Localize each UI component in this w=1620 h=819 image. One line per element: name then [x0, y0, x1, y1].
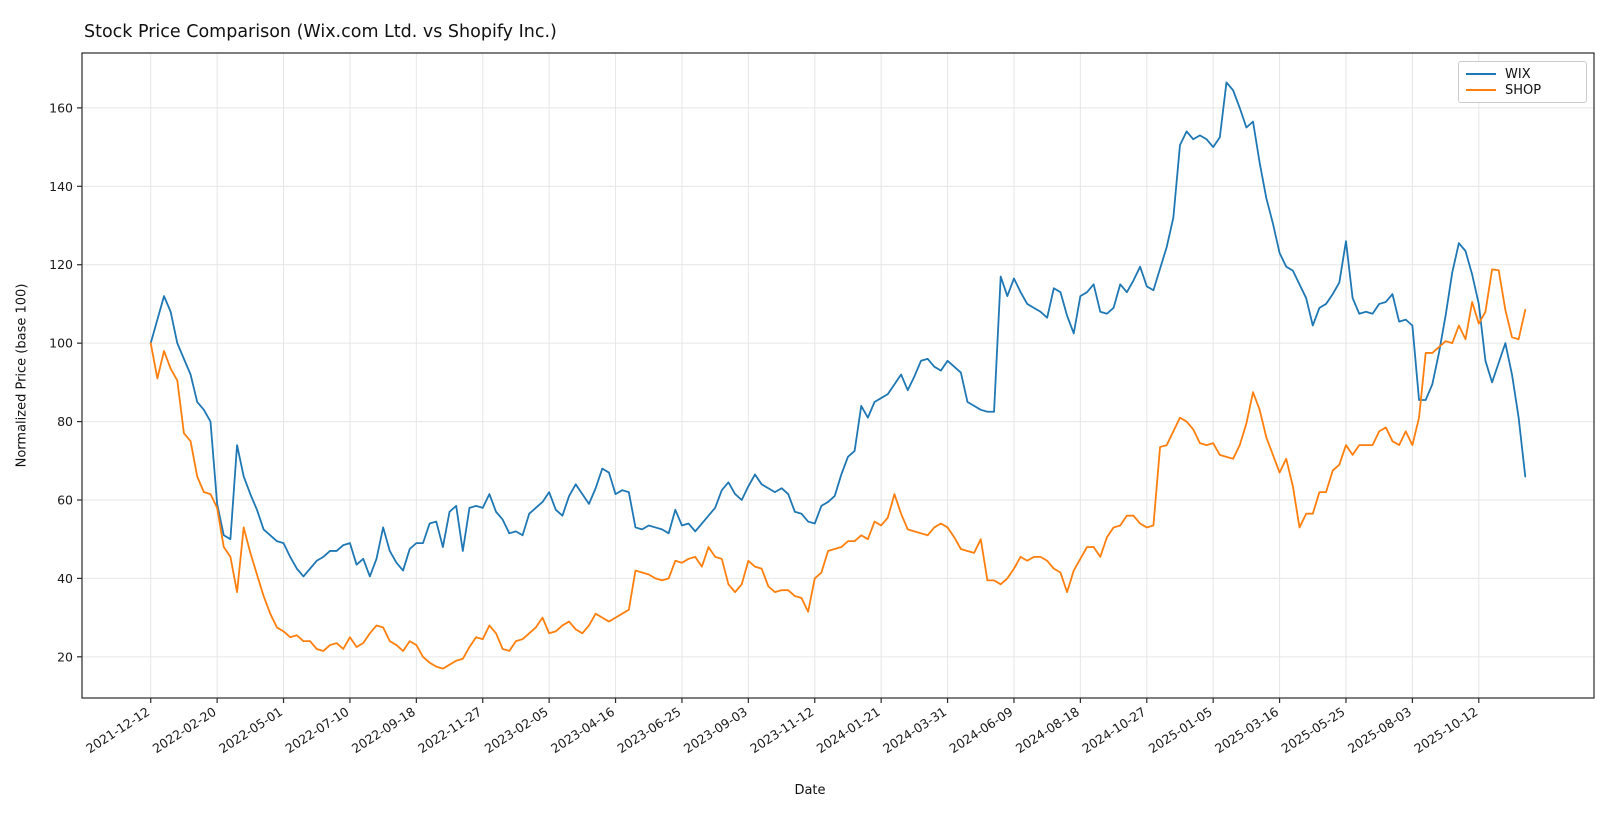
y-axis-label: Normalized Price (base 100) [14, 283, 30, 468]
x-tick-label: 2022-05-01 [216, 704, 285, 756]
x-tick-label: 2024-10-27 [1079, 704, 1148, 756]
x-tick-label: 2024-03-31 [880, 704, 949, 756]
series-line-wix [149, 81, 1527, 578]
wix-line-swatch-icon [1466, 73, 1496, 75]
x-tick-label: 2023-09-03 [681, 704, 750, 756]
x-tick-label: 2025-03-16 [1212, 704, 1281, 756]
plot-frame [81, 52, 1595, 699]
x-tick-label: 2023-04-16 [548, 704, 617, 756]
y-tick-label: 100 [49, 336, 73, 351]
y-tick-label: 80 [57, 414, 73, 429]
x-tick-label: 2025-08-03 [1345, 704, 1414, 756]
y-tick-label: 40 [57, 571, 73, 586]
x-tick-label: 2023-02-05 [482, 704, 551, 756]
x-tick-label: 2024-06-09 [946, 704, 1015, 756]
legend-label-wix: WIX [1505, 66, 1531, 82]
x-tick-label: 2025-10-12 [1411, 704, 1480, 756]
x-axis-label: Date [794, 783, 826, 798]
x-tick-label: 2023-11-12 [747, 704, 816, 756]
x-tick-label: 2025-01-05 [1146, 704, 1215, 756]
x-tick-label: 2023-06-25 [614, 704, 683, 756]
y-tick-label: 20 [57, 649, 73, 664]
chart-title: Stock Price Comparison (Wix.com Ltd. vs … [84, 22, 557, 42]
legend: WIX SHOP [1458, 61, 1587, 103]
x-tick-label: 2024-08-18 [1013, 704, 1082, 756]
x-tick-label: 2022-07-10 [282, 704, 351, 756]
legend-label-shop: SHOP [1505, 82, 1542, 98]
x-tick-label: 2022-11-27 [415, 704, 484, 756]
x-tick-label: 2022-09-18 [349, 704, 418, 756]
y-tick-label: 160 [49, 100, 73, 115]
shop-line-swatch-icon [1466, 89, 1496, 91]
x-tick-label: 2024-01-21 [814, 704, 883, 756]
series-line-shop [149, 268, 1527, 670]
legend-item-shop: SHOP [1466, 82, 1578, 98]
legend-item-wix: WIX [1466, 66, 1578, 82]
y-tick-label: 60 [57, 492, 73, 507]
x-tick-label: 2021-12-12 [83, 704, 152, 756]
y-tick-label: 140 [49, 179, 73, 194]
x-tick-label: 2022-02-20 [150, 704, 219, 756]
y-tick-label: 120 [49, 257, 73, 272]
x-tick-label: 2025-05-25 [1279, 704, 1348, 756]
